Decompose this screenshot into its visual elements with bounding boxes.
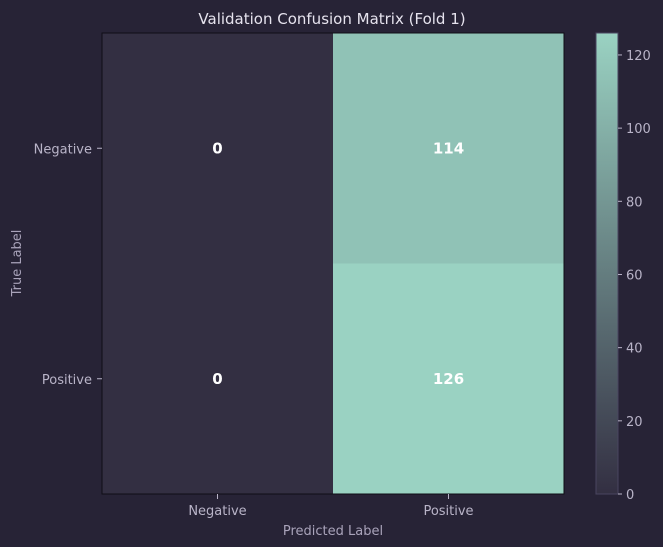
- x-axis-ticks: Negative Positive: [188, 494, 474, 519]
- matrix-cell-1-1: [333, 263, 564, 494]
- colorbar-ticks: 0 20 40 60 80 100 120: [618, 49, 651, 503]
- cell-value-1-1: 126: [433, 370, 464, 388]
- matrix-cells: [102, 33, 564, 494]
- x-axis-label: Predicted Label: [283, 524, 383, 539]
- colorbar-tick-label: 20: [626, 415, 643, 430]
- y-axis-ticks: Negative Positive: [34, 142, 102, 388]
- matrix-cell-0-0: [102, 33, 333, 264]
- cell-value-0-0: 0: [212, 139, 222, 157]
- colorbar-tick-label: 80: [626, 195, 643, 210]
- colorbar: [595, 32, 619, 495]
- colorbar-tick-label: 40: [626, 342, 643, 357]
- y-axis-label: True Label: [10, 230, 25, 298]
- y-tick-label: Negative: [34, 142, 92, 157]
- colorbar-tick-label: 60: [626, 268, 643, 283]
- matrix-cell-0-1: [333, 33, 564, 264]
- plot-frame: [101, 32, 565, 495]
- matrix-cell-1-0: [102, 263, 333, 494]
- cell-value-0-1: 114: [433, 139, 464, 157]
- y-tick-label: Positive: [42, 373, 92, 388]
- colorbar-tick-label: 100: [626, 122, 651, 137]
- x-tick-label: Negative: [188, 504, 246, 519]
- colorbar-tick-label: 120: [626, 49, 651, 64]
- matrix-cell-labels: 0 114 0 126: [212, 139, 464, 388]
- chart-title: Validation Confusion Matrix (Fold 1): [198, 10, 465, 28]
- cell-value-1-0: 0: [212, 370, 222, 388]
- colorbar-tick-label: 0: [626, 488, 634, 503]
- x-tick-label: Positive: [423, 504, 473, 519]
